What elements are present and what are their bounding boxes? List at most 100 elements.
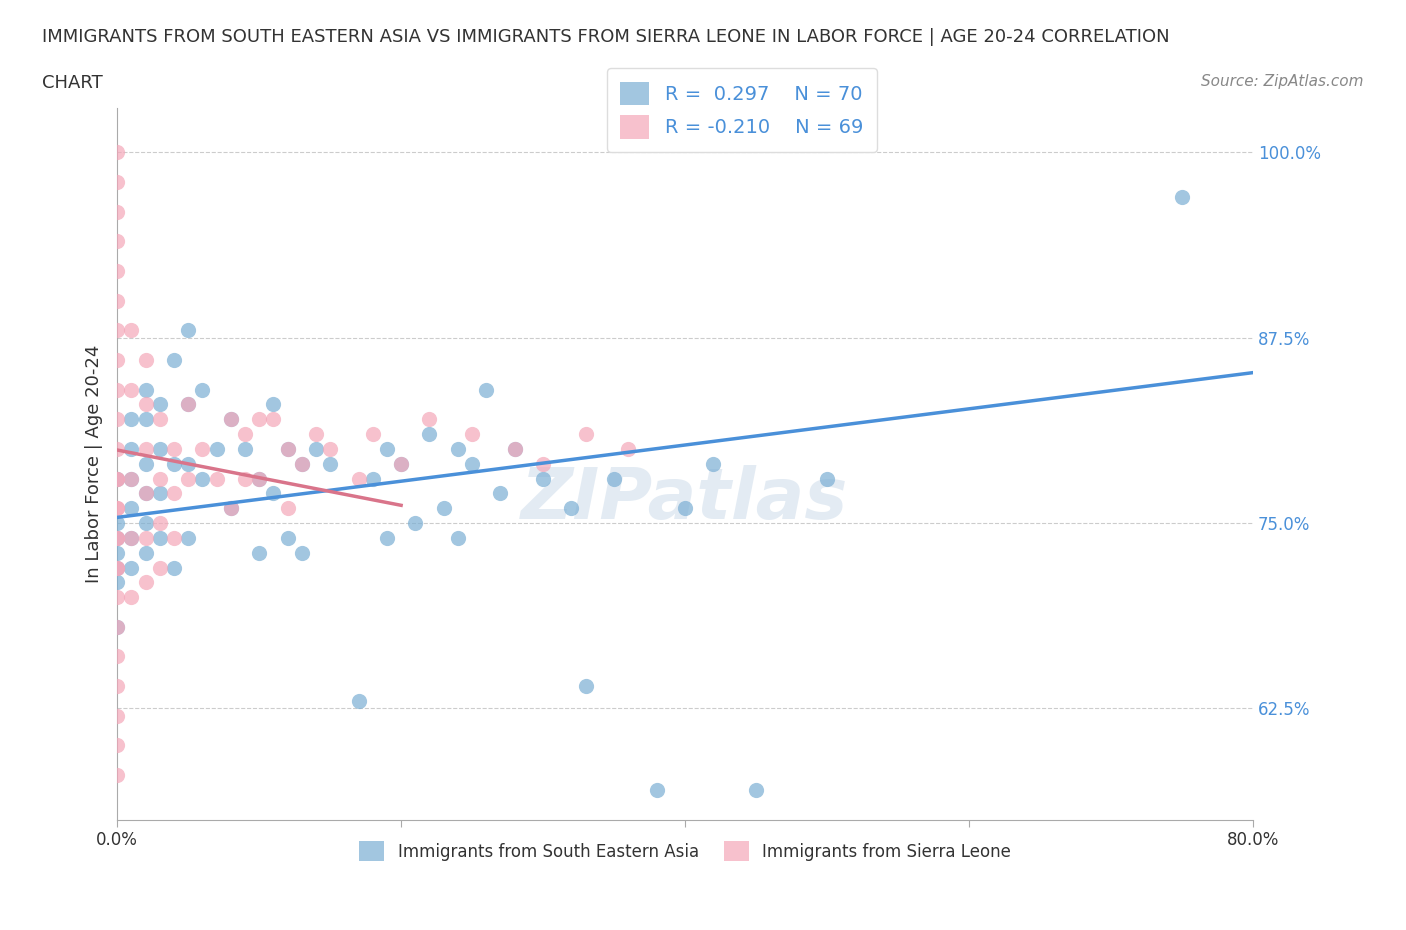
Point [149,472,172,486]
Point [645,782,668,797]
Point [105,234,128,249]
Point [105,205,128,219]
Point [120,382,142,397]
Point [135,397,157,412]
Point [149,486,172,501]
Point [163,486,186,501]
Point [149,397,172,412]
Point [219,412,242,427]
Point [575,679,598,694]
Point [177,530,200,545]
Point [135,575,157,590]
Point [617,442,640,457]
Point [105,619,128,634]
Point [177,397,200,412]
Point [305,427,328,442]
Point [219,412,242,427]
Point [105,352,128,367]
Point [105,515,128,530]
Point [120,442,142,457]
Point [105,530,128,545]
Point [135,545,157,560]
Point [815,472,838,486]
Point [291,545,314,560]
Point [319,457,342,472]
Point [105,530,128,545]
Point [120,323,142,338]
Point [277,500,299,515]
Point [149,412,172,427]
Point [447,442,470,457]
Point [120,472,142,486]
Y-axis label: In Labor Force | Age 20-24: In Labor Force | Age 20-24 [86,345,103,583]
Point [247,472,270,486]
Point [277,442,299,457]
Point [247,472,270,486]
Point [105,649,128,664]
Point [135,515,157,530]
Point [575,427,598,442]
Point [120,412,142,427]
Point [262,486,284,501]
Legend: Immigrants from South Eastern Asia, Immigrants from Sierra Leone: Immigrants from South Eastern Asia, Immi… [353,834,1018,868]
Point [673,500,696,515]
Point [177,472,200,486]
Point [375,530,398,545]
Point [163,457,186,472]
Point [531,457,554,472]
Point [105,412,128,427]
Point [105,442,128,457]
Point [135,486,157,501]
Point [120,560,142,575]
Point [105,560,128,575]
Point [262,397,284,412]
Point [105,575,128,590]
Text: IMMIGRANTS FROM SOUTH EASTERN ASIA VS IMMIGRANTS FROM SIERRA LEONE IN LABOR FORC: IMMIGRANTS FROM SOUTH EASTERN ASIA VS IM… [42,28,1170,46]
Text: CHART: CHART [42,74,103,92]
Point [347,694,370,709]
Point [291,457,314,472]
Point [560,500,582,515]
Point [163,560,186,575]
Point [105,530,128,545]
Point [191,382,214,397]
Point [105,175,128,190]
Point [475,382,498,397]
Point [105,472,128,486]
Point [163,442,186,457]
Point [291,457,314,472]
Point [277,442,299,457]
Point [1171,190,1194,205]
Point [135,530,157,545]
Point [105,679,128,694]
Point [191,472,214,486]
Point [135,352,157,367]
Point [489,486,512,501]
Point [447,530,470,545]
Point [305,442,328,457]
Point [177,457,200,472]
Point [177,323,200,338]
Point [105,738,128,753]
Point [205,472,228,486]
Point [120,530,142,545]
Point [105,145,128,160]
Point [233,427,256,442]
Point [105,619,128,634]
Point [219,500,242,515]
Point [105,709,128,724]
Point [149,560,172,575]
Point [247,545,270,560]
Point [149,515,172,530]
Point [105,323,128,338]
Point [120,472,142,486]
Point [745,782,768,797]
Point [319,442,342,457]
Point [149,442,172,457]
Point [347,472,370,486]
Point [105,500,128,515]
Point [461,427,484,442]
Point [262,412,284,427]
Point [135,457,157,472]
Point [105,382,128,397]
